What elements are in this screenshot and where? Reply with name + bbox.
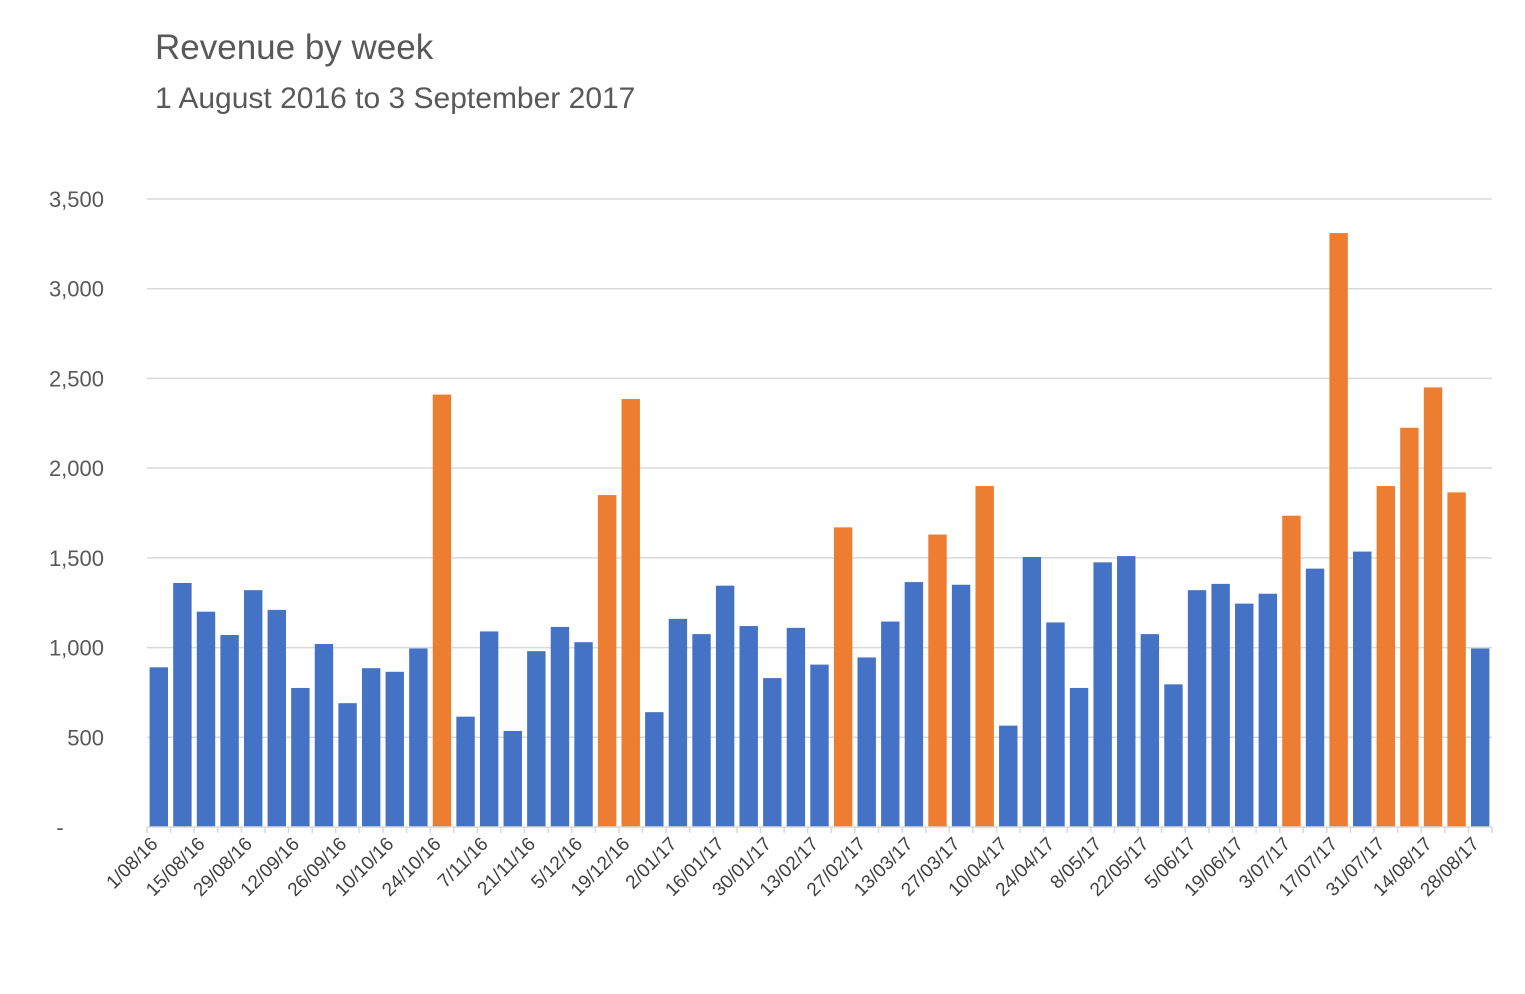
bar-8-08-16 (173, 582, 192, 827)
chart-subtitle: 1 August 2016 to 3 September 2017 (155, 82, 636, 115)
bar-5-09-16 (267, 609, 286, 827)
bar-29-08-16 (243, 590, 263, 827)
y-tick-label: 2,500 (49, 366, 104, 391)
bar-24-10-16 (432, 394, 452, 827)
bar-6-03-17 (881, 621, 900, 827)
bar-28-11-16 (550, 626, 570, 827)
bar-14-08-17 (1423, 387, 1443, 827)
bar-26-12-16 (645, 712, 664, 827)
bar-30-01-17 (763, 678, 782, 827)
bar-14-11-16 (503, 731, 522, 827)
bar-31-07-17 (1376, 486, 1396, 827)
bar-24-04-17 (1046, 622, 1065, 827)
bar-24-07-17 (1353, 551, 1372, 827)
bar-7-11-16 (479, 631, 499, 827)
bar-3-10-16 (361, 668, 381, 827)
bar-22-08-16 (220, 635, 239, 827)
bar-10-07-17 (1305, 568, 1325, 827)
bar-23-01-17 (739, 626, 758, 827)
bar-13-02-17 (810, 664, 829, 827)
bar-12-06-17 (1211, 583, 1230, 827)
bar-29-05-17 (1164, 684, 1183, 827)
x-axis-labels: 1/08/1615/08/1629/08/1612/09/1626/09/161… (103, 834, 1484, 901)
bar-22-05-17 (1140, 634, 1160, 827)
bar-28-08-17 (1470, 648, 1490, 827)
chart-title: Revenue by week (155, 28, 434, 67)
bar-2-01-17 (668, 618, 688, 827)
bar-20-02-17 (833, 527, 853, 827)
bar-15-05-17 (1117, 556, 1136, 827)
bar-13-03-17 (904, 582, 924, 827)
bar-5-12-16 (574, 642, 593, 827)
bar-15-08-16 (196, 611, 216, 827)
x-axis (146, 826, 1493, 833)
bar-26-06-17 (1258, 593, 1278, 827)
bar-19-06-17 (1235, 603, 1254, 827)
y-tick-label: - (56, 815, 63, 840)
bar-19-12-16 (621, 399, 640, 827)
y-tick-label: 500 (67, 725, 104, 750)
bar-1-05-17 (1069, 687, 1089, 827)
bar-26-09-16 (338, 703, 357, 827)
bar-12-12-16 (597, 495, 617, 827)
y-tick-label: 1,500 (49, 546, 104, 571)
bar-7-08-17 (1400, 427, 1419, 827)
bar-31-10-16 (456, 716, 475, 827)
bar-27-02-17 (857, 657, 876, 827)
y-tick-label: 2,000 (49, 456, 104, 481)
bar-12-09-16 (291, 687, 310, 827)
bar-5-06-17 (1187, 590, 1207, 827)
y-tick-label: 3,500 (49, 187, 104, 212)
bar-10-10-16 (385, 671, 404, 827)
y-tick-label: 1,000 (49, 636, 104, 661)
bar-21-08-17 (1447, 492, 1466, 827)
y-axis-ticks: - 500 1,000 1,500 2,000 2,500 3,000 3,500 (49, 187, 104, 840)
bar-21-11-16 (527, 651, 546, 827)
bar-3-07-17 (1282, 515, 1301, 827)
bar-8-05-17 (1093, 562, 1112, 827)
bar-16-01-17 (715, 585, 735, 827)
bar-3-04-17 (975, 486, 994, 827)
bars (149, 233, 1490, 827)
bar-10-04-17 (999, 725, 1018, 827)
bar-20-03-17 (928, 534, 947, 827)
bar-1-08-16 (149, 667, 169, 827)
bar-9-01-17 (692, 634, 711, 827)
bar-6-02-17 (786, 627, 806, 827)
y-tick-label: 3,000 (49, 277, 104, 302)
bar-17-04-17 (1022, 556, 1042, 827)
bar-27-03-17 (951, 584, 971, 827)
bar-17-07-17 (1329, 233, 1348, 827)
bar-19-09-16 (314, 643, 334, 827)
bar-17-10-16 (409, 648, 428, 827)
